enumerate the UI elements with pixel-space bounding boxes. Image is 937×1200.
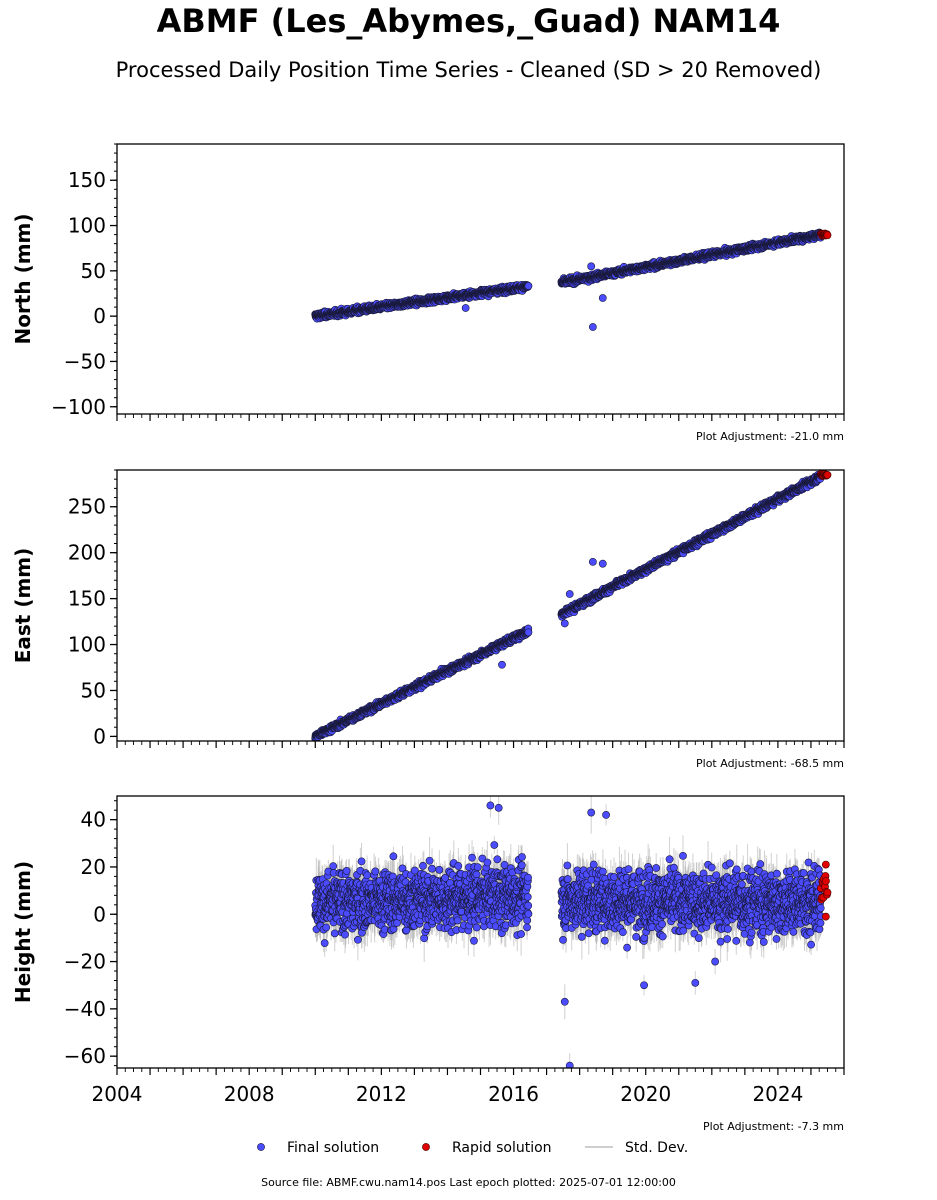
y-tick-label: 40: [81, 808, 106, 832]
x-tick-label: 2020: [620, 1082, 671, 1106]
axes-frame: [116, 469, 845, 742]
y-tick-label: 20: [81, 855, 106, 879]
y-axis-label: Height (mm): [11, 861, 35, 1003]
panel-1: 0 50 100 150 200 250 East (mm) Plot Adjustment:…: [11, 469, 845, 770]
y-tick-label: 150: [68, 168, 106, 192]
y-tick-label: −40: [64, 997, 106, 1021]
plot-adjustment-note: Plot Adjustment: -7.3 mm: [703, 1120, 844, 1133]
chart-title: ABMF (Les_Abymes,_Guad) NAM14: [156, 2, 781, 40]
y-tick-label: −60: [64, 1044, 106, 1068]
y-tick-label: −20: [64, 950, 106, 974]
y-tick-label: 0: [93, 902, 106, 926]
x-tick-label: 2008: [224, 1082, 275, 1106]
y-tick-label: 250: [68, 495, 106, 519]
plot-adjustment-note: Plot Adjustment: -21.0 mm: [696, 430, 844, 443]
legend-final-label: Final solution: [287, 1140, 379, 1156]
y-tick-label: 100: [68, 214, 106, 238]
final-solution-points: [311, 470, 825, 741]
y-tick-label: −50: [64, 349, 106, 373]
y-axis-label: East (mm): [11, 548, 35, 664]
y-tick-label: 50: [81, 678, 106, 702]
y-tick-label: 0: [93, 304, 106, 328]
y-tick-label: 150: [68, 587, 106, 611]
y-tick-label: 50: [81, 259, 106, 283]
y-tick-label: 0: [93, 724, 106, 748]
chart-subtitle: Processed Daily Position Time Series - C…: [115, 58, 822, 82]
legend: Final solution Rapid solution Std. Dev.: [257, 1140, 688, 1156]
x-tick-label: 2012: [356, 1082, 407, 1106]
rapid-solution-points: [816, 229, 832, 240]
panel-0: −100 −50 0 50 100 150 North (mm) Plot Adjustmen…: [11, 143, 845, 443]
legend-final-marker: [257, 1143, 265, 1151]
x-tick-label: 2004: [92, 1082, 143, 1106]
y-tick-label: 100: [68, 633, 106, 657]
x-tick-label: 2024: [752, 1082, 803, 1106]
rapid-solution-points: [816, 860, 832, 921]
final-solution-points: [311, 801, 825, 1068]
axes-frame: [116, 795, 845, 1069]
legend-stddev-label: Std. Dev.: [625, 1140, 688, 1156]
y-tick-label: 200: [68, 541, 106, 565]
rapid-solution-points: [816, 470, 832, 480]
final-solution-points: [311, 228, 825, 331]
legend-rapid-marker: [422, 1143, 430, 1151]
y-tick-label: −100: [51, 395, 106, 419]
x-tick-label: 2016: [488, 1082, 539, 1106]
legend-rapid-label: Rapid solution: [452, 1140, 552, 1156]
axes-frame: [116, 143, 845, 415]
plot-adjustment-note: Plot Adjustment: -68.5 mm: [696, 757, 844, 770]
panel-2: −60 −40 −20 0 20 40 2004 2008 2012 2016 2020 2024 He…: [11, 795, 845, 1133]
y-axis-label: North (mm): [11, 213, 35, 344]
source-footer: Source file: ABMF.cwu.nam14.pos Last epo…: [261, 1176, 676, 1189]
